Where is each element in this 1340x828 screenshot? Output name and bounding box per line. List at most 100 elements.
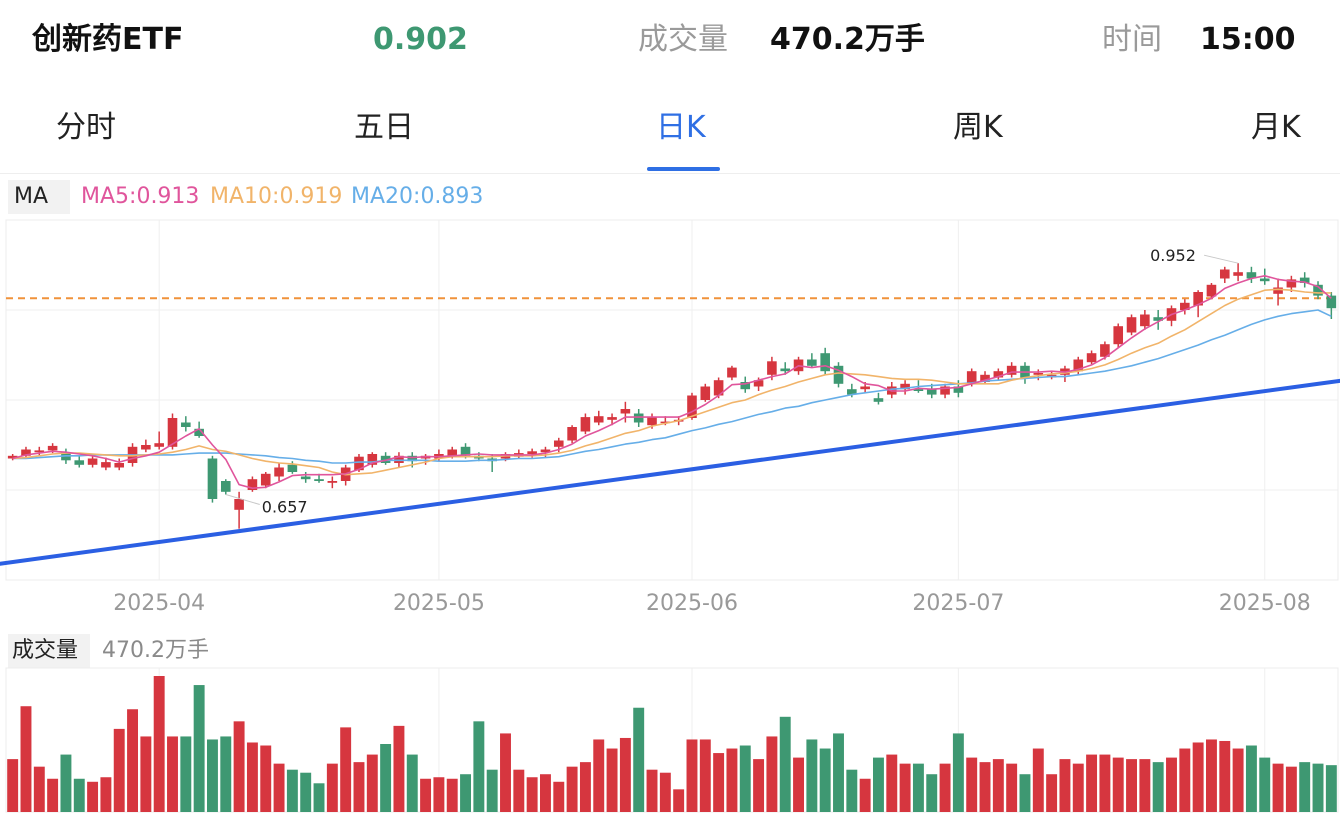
volume-bar: [500, 733, 511, 812]
tab-monthly-k[interactable]: 月K: [1251, 110, 1301, 145]
candle-body: [194, 428, 204, 436]
volume-bar: [513, 769, 525, 812]
volume-bar: [526, 777, 538, 812]
candle: [260, 472, 271, 489]
volume-bar: [140, 736, 152, 812]
volume-bar: [1325, 765, 1337, 812]
ma20-value: MA20:0.893: [351, 184, 484, 209]
candle-body: [926, 389, 937, 395]
candle-body: [913, 389, 924, 391]
volume-bar: [433, 777, 445, 812]
candle: [1046, 371, 1057, 380]
candle: [514, 449, 524, 459]
candle-body: [260, 473, 271, 486]
volume-bar: [766, 736, 778, 812]
candle-body: [1153, 317, 1163, 321]
candle: [740, 376, 751, 393]
volume-bar: [1312, 763, 1324, 812]
volume-bar: [872, 757, 884, 812]
candle-body: [300, 476, 311, 480]
volume-bar: [793, 757, 805, 812]
candle: [1233, 263, 1243, 282]
candle-body: [767, 361, 777, 375]
active-tab-indicator: [647, 167, 720, 171]
candle-body: [660, 421, 671, 424]
volume-bar: [393, 725, 405, 812]
volume-bar: [899, 763, 911, 812]
ma5-line: [12, 274, 1332, 490]
volume-bar: [1285, 766, 1297, 812]
volume-bar: [246, 742, 258, 812]
volume-bar: [1112, 757, 1124, 812]
candle-body: [620, 409, 631, 414]
volume-bar: [100, 777, 112, 812]
volume-bar: [446, 778, 458, 812]
annotations-layer: 0.952 0.657: [225, 246, 1239, 517]
candle-body: [633, 413, 644, 423]
volume-bar: [1219, 740, 1231, 812]
volume-bar: [606, 748, 618, 812]
x-axis: 2025-04 2025-05 2025-06 2025-07 2025-08: [113, 591, 1310, 616]
candle: [1086, 350, 1097, 364]
candle-body: [1326, 295, 1337, 309]
candle-body: [740, 382, 751, 390]
volume-bar: [260, 745, 272, 812]
candle: [87, 455, 98, 468]
candle-body: [1086, 353, 1097, 363]
candle: [633, 409, 644, 427]
tab-intraday[interactable]: 分时: [56, 110, 116, 145]
volume-bar: [779, 716, 791, 812]
volume-bar: [206, 739, 218, 812]
volume-bar: [593, 739, 605, 812]
volume-legend: 成交量 470.2万手: [0, 634, 1340, 668]
volume-bar: [833, 733, 844, 812]
candle-body: [367, 454, 378, 465]
candle-body: [394, 455, 404, 463]
volume-bar: [1126, 759, 1138, 812]
support-trendline: [0, 378, 1340, 566]
volume-bar: [60, 754, 72, 812]
candle: [580, 413, 591, 435]
candle-body: [980, 374, 990, 382]
volume-bar: [846, 769, 858, 812]
candle: [780, 362, 791, 375]
volume-bar: [220, 736, 232, 812]
candle: [1299, 272, 1310, 288]
period-tabs: 分时 五日 日K 周K 月K: [0, 92, 1340, 172]
volume-bar: [646, 769, 658, 812]
candle-body: [540, 449, 551, 453]
volume-bar: [127, 709, 139, 812]
tab-weekly-k[interactable]: 周K: [953, 110, 1003, 145]
candle-body: [141, 445, 151, 450]
candle: [1033, 369, 1044, 381]
candle-body: [900, 383, 910, 390]
volume-bar: [460, 774, 472, 812]
candle: [940, 383, 950, 399]
candle: [540, 446, 551, 458]
candle: [727, 365, 737, 381]
candle: [380, 452, 391, 465]
volume-bar: [193, 685, 205, 812]
volume-bar: [1166, 757, 1177, 812]
candle: [220, 479, 231, 495]
volume-bar: [153, 676, 165, 812]
ma-indicator-button[interactable]: MA: [8, 180, 70, 214]
candle: [7, 454, 18, 461]
candle-body: [207, 458, 218, 499]
volume-bar: [1019, 774, 1031, 812]
volume-bar: [486, 769, 498, 812]
tab-five-day[interactable]: 五日: [354, 110, 414, 145]
candle-body: [1219, 269, 1230, 279]
candle: [1180, 299, 1190, 315]
candle: [1126, 314, 1137, 336]
candle-body: [1286, 279, 1297, 288]
volume-bar: [300, 772, 312, 812]
volume-bar: [113, 728, 125, 812]
candle: [367, 452, 378, 468]
ma-lines-layer: [12, 274, 1332, 490]
tab-daily-k[interactable]: 日K: [656, 110, 706, 145]
volume-indicator-button[interactable]: 成交量: [8, 634, 90, 668]
volume-bar: [1272, 763, 1284, 812]
candle: [1153, 310, 1163, 330]
